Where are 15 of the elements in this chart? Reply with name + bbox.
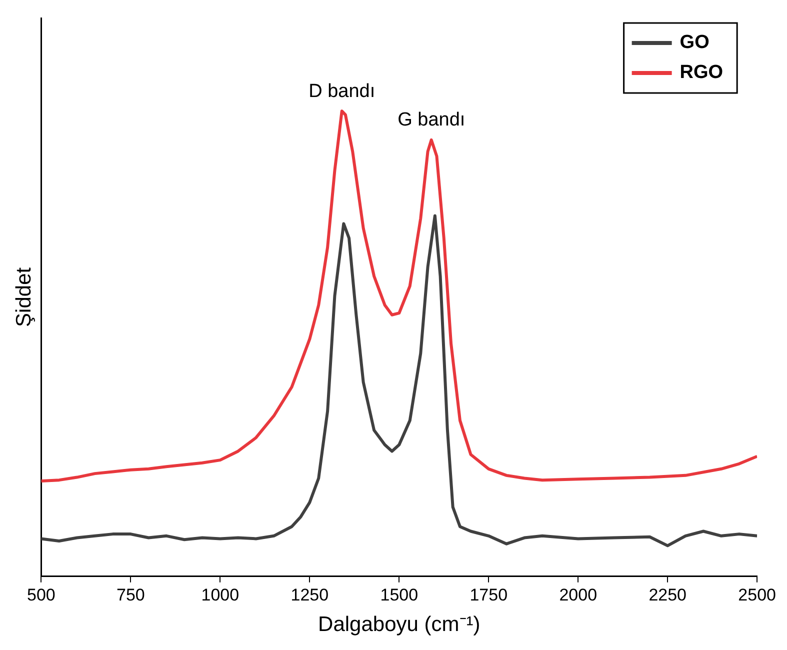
x-axis-title: Dalgaboyu (cm⁻¹) [318,613,480,636]
x-tick-label: 500 [27,585,56,604]
annotation: G bandı [398,110,466,131]
x-tick-label: 1000 [201,585,240,604]
y-axis-title: Şiddet [12,267,36,327]
annotation: D bandı [308,80,376,102]
x-tick-label: 1500 [380,585,418,604]
x-tick-label: 750 [116,585,145,604]
x-tick-label: 1250 [290,585,329,604]
x-tick-label: 2500 [738,585,776,604]
x-tick-label: 2250 [648,585,687,604]
legend-label: GO [680,32,710,54]
x-tick-label: 2000 [559,585,598,604]
x-tick-label: 1750 [470,585,508,604]
legend-label: RGO [680,62,724,84]
